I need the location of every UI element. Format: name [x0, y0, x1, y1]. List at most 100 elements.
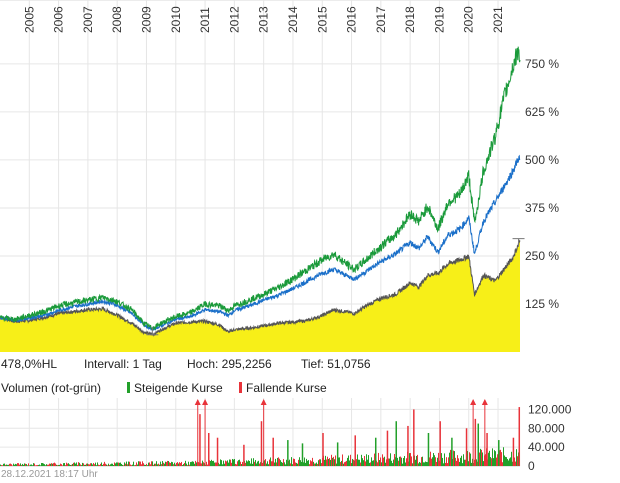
volume-bar [18, 463, 19, 466]
volume-bar [402, 463, 403, 466]
volume-bar [82, 462, 83, 466]
volume-bar [1, 465, 2, 466]
volume-bar [22, 463, 23, 466]
volume-bar [412, 463, 413, 466]
volume-bar [465, 459, 466, 466]
volume-bar [269, 459, 270, 466]
volume-bar [115, 463, 116, 466]
volume-bar [350, 454, 351, 466]
volume-bar [34, 463, 35, 466]
volume-bar [426, 461, 427, 466]
volume-bar [313, 461, 314, 466]
volume-bar [476, 459, 477, 466]
volume-bar [194, 463, 195, 466]
volume-bar [511, 451, 512, 466]
volume-bar [116, 462, 117, 466]
volume-bar [149, 462, 150, 466]
volume-bar [142, 461, 143, 466]
volume-bar [89, 464, 90, 466]
volume-bar [221, 460, 222, 466]
volume-bar [306, 458, 307, 466]
volume-bar [259, 463, 260, 466]
percent-tick-label: 375 % [525, 201, 559, 215]
volume-bar [71, 464, 72, 466]
volume-bar [429, 457, 430, 466]
volume-bar [480, 448, 481, 466]
volume-bar [246, 460, 247, 466]
volume-bar [174, 462, 175, 466]
year-tick-label: 2019 [432, 6, 446, 33]
volume-bar [341, 460, 342, 466]
volume-bar [30, 464, 31, 466]
volume-bar [46, 464, 47, 466]
volume-bar [454, 451, 455, 466]
volume-bar [192, 461, 193, 466]
volume-bar [47, 464, 48, 466]
volume-bar [403, 458, 404, 466]
year-tick-label: 2014 [286, 6, 300, 33]
volume-bar [218, 462, 219, 466]
volume-bar [253, 458, 254, 466]
volume-bar [298, 459, 299, 466]
volume-bar [8, 464, 9, 466]
volume-bar [141, 464, 142, 466]
volume-bar [118, 462, 119, 466]
volume-bar [279, 458, 280, 466]
volume-bar [256, 463, 257, 466]
volume-bar [453, 450, 454, 466]
volume-bar [315, 463, 316, 466]
volume-bar [437, 457, 438, 466]
volume-bar [198, 462, 199, 466]
year-tick-label: 2016 [345, 6, 359, 33]
volume-bar [366, 454, 367, 466]
volume-bar [12, 465, 13, 466]
volume-bar [285, 464, 286, 466]
volume-bar [518, 452, 519, 466]
volume-bar [143, 463, 144, 466]
volume-bar [278, 457, 279, 466]
volume-bar [312, 457, 313, 466]
overflow-arrow-head [202, 399, 209, 405]
volume-bar [504, 455, 505, 466]
volume-bar [129, 461, 130, 466]
volume-bar [230, 459, 231, 466]
volume-bar [33, 463, 34, 466]
volume-bar [162, 461, 163, 466]
volume-spike [465, 428, 468, 466]
rising-label: Steigende Kurse [134, 381, 223, 395]
volume-bar [446, 457, 447, 466]
year-tick-label: 2013 [257, 6, 271, 33]
volume-bar [493, 458, 494, 466]
volume-bar [333, 456, 334, 466]
volume-bar [404, 456, 405, 466]
volume-bar [502, 462, 503, 466]
volume-bar [304, 457, 305, 466]
volume-bar [371, 457, 372, 466]
volume-bar [100, 463, 101, 466]
volume-bar [310, 460, 311, 466]
volume-bar [432, 457, 433, 466]
volume-bar [297, 463, 298, 466]
volume-bar [55, 463, 56, 466]
volume-bar [316, 462, 317, 466]
volume-bar [54, 462, 55, 466]
volume-bar [26, 464, 27, 466]
volume-bar [500, 449, 501, 466]
volume-bar [203, 462, 204, 466]
volume-bars-layer [0, 407, 521, 466]
volume-bar [170, 463, 171, 466]
volume-bar [516, 449, 517, 466]
year-tick-label: 2008 [110, 6, 124, 33]
volume-bar [514, 457, 515, 466]
volume-bar [382, 454, 383, 466]
volume-bar [430, 451, 431, 466]
volume-bar [394, 454, 395, 466]
volume-bar [427, 462, 428, 466]
volume-bar [195, 460, 196, 466]
volume-bar [140, 461, 141, 466]
volume-bar [102, 464, 103, 466]
volume-bar [431, 458, 432, 466]
volume-bar [187, 465, 188, 466]
volume-bar [23, 464, 24, 466]
volume-bar [329, 458, 330, 466]
